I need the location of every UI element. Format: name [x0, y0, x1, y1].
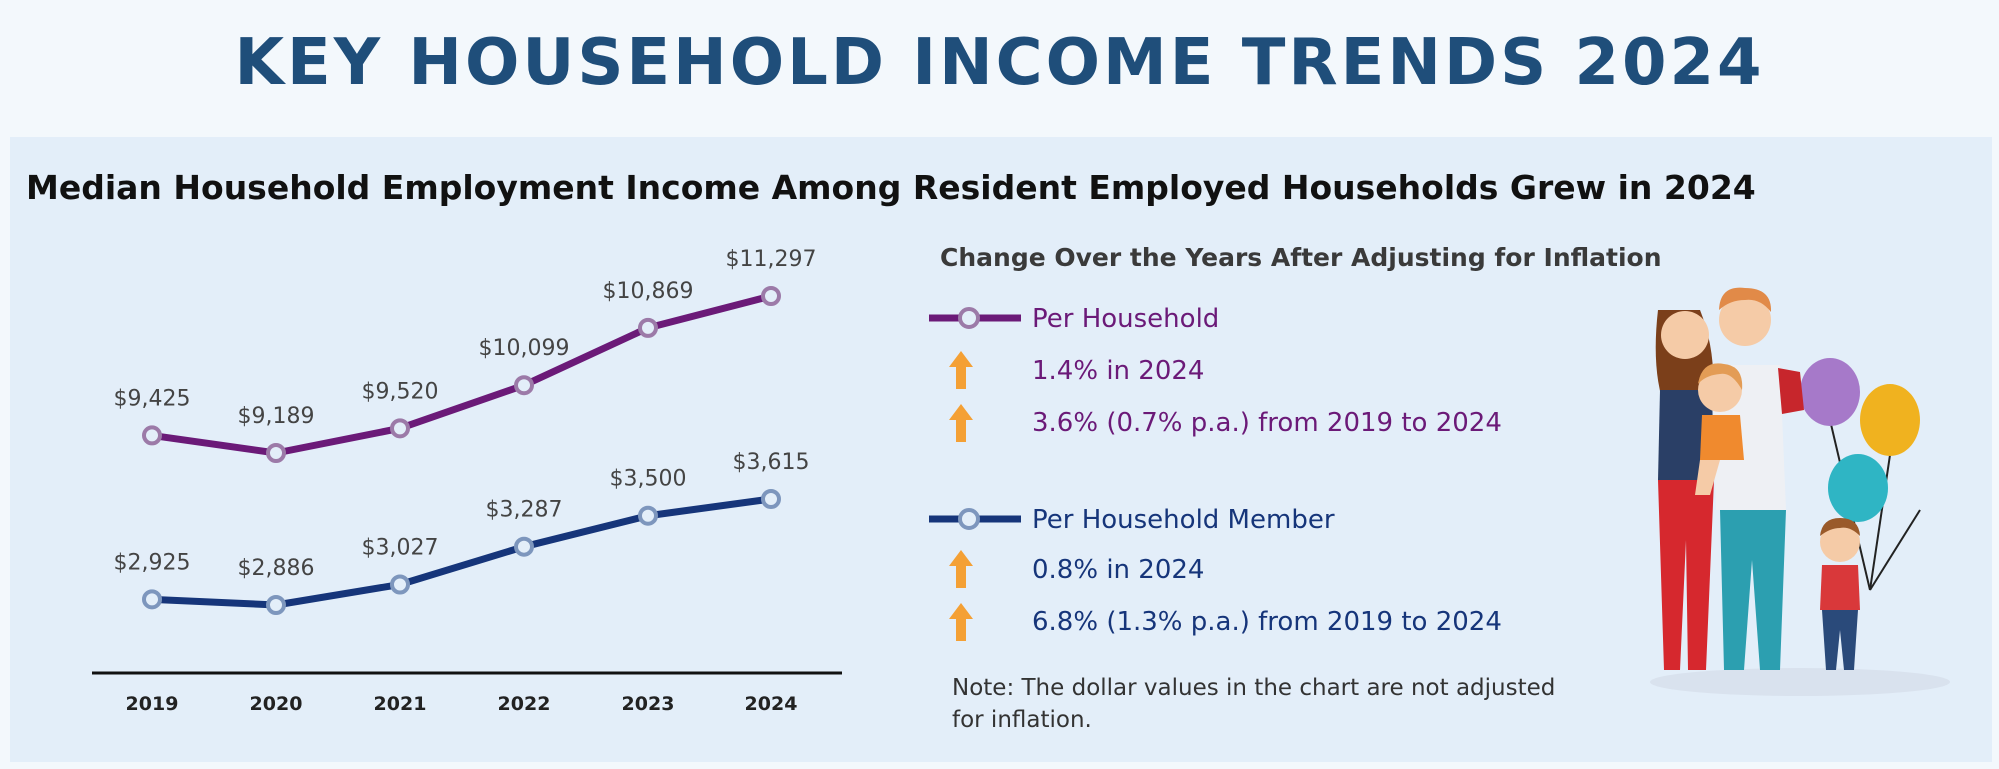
data-label: $3,615	[733, 450, 810, 475]
data-point	[390, 574, 410, 595]
chart-subtitle: Median Household Employment Income Among…	[26, 168, 1756, 207]
x-tick-label: 2022	[498, 693, 551, 715]
data-point	[142, 589, 162, 610]
x-tick-label: 2019	[126, 693, 179, 715]
data-point	[142, 425, 162, 446]
member-stat-2019-2024: 6.8% (1.3% p.a.) from 2019 to 2024	[1032, 607, 1502, 637]
data-label: $3,287	[486, 498, 563, 523]
data-label: $2,886	[238, 556, 315, 581]
data-label: $11,297	[726, 247, 817, 272]
data-point	[638, 317, 658, 338]
legend-title: Change Over the Years After Adjusting fo…	[940, 243, 1662, 272]
data-point	[514, 375, 534, 396]
data-point	[761, 489, 781, 509]
member-stat-2024: 0.8% in 2024	[1032, 555, 1205, 585]
household-series-line	[151, 292, 772, 457]
household-stat-2019-2024: 3.6% (0.7% p.a.) from 2019 to 2024	[1032, 408, 1502, 438]
data-label: $3,500	[610, 467, 687, 492]
inflation-note: Note: The dollar values in the chart are…	[952, 675, 1556, 733]
data-label: $2,925	[114, 550, 191, 575]
data-point	[266, 595, 286, 615]
member-series-line	[151, 495, 772, 609]
household-legend-label: Per Household	[1032, 304, 1220, 334]
household-legend-line	[929, 307, 1021, 329]
up-arrow-icon	[949, 351, 973, 389]
data-label: $9,520	[362, 379, 439, 404]
data-label: $10,099	[479, 336, 570, 361]
income-line-chart: 2019 2020 2021 2022 2023 2024 $9,425 $9,189 $9,5…	[92, 247, 842, 715]
member-legend-line	[929, 508, 1021, 530]
up-arrow-icon	[949, 603, 973, 641]
data-label: $9,189	[238, 404, 315, 429]
data-point	[514, 536, 534, 557]
data-label: $10,869	[603, 279, 694, 304]
data-point	[390, 418, 410, 439]
household-stat-2024: 1.4% in 2024	[1032, 356, 1205, 386]
data-point	[638, 505, 658, 526]
x-tick-label: 2020	[250, 693, 303, 715]
x-tick-label: 2024	[745, 693, 798, 715]
data-label: $9,425	[114, 386, 191, 411]
x-tick-label: 2023	[622, 693, 675, 715]
data-point	[266, 443, 286, 463]
x-tick-label: 2021	[374, 693, 427, 715]
data-point	[761, 286, 781, 306]
data-label: $3,027	[362, 535, 439, 560]
family-illustration	[1650, 287, 1950, 696]
up-arrow-icon	[949, 404, 973, 442]
page-title: KEY HOUSEHOLD INCOME TRENDS 2024	[234, 26, 1765, 100]
up-arrow-icon	[949, 550, 973, 588]
member-legend-label: Per Household Member	[1032, 505, 1335, 535]
